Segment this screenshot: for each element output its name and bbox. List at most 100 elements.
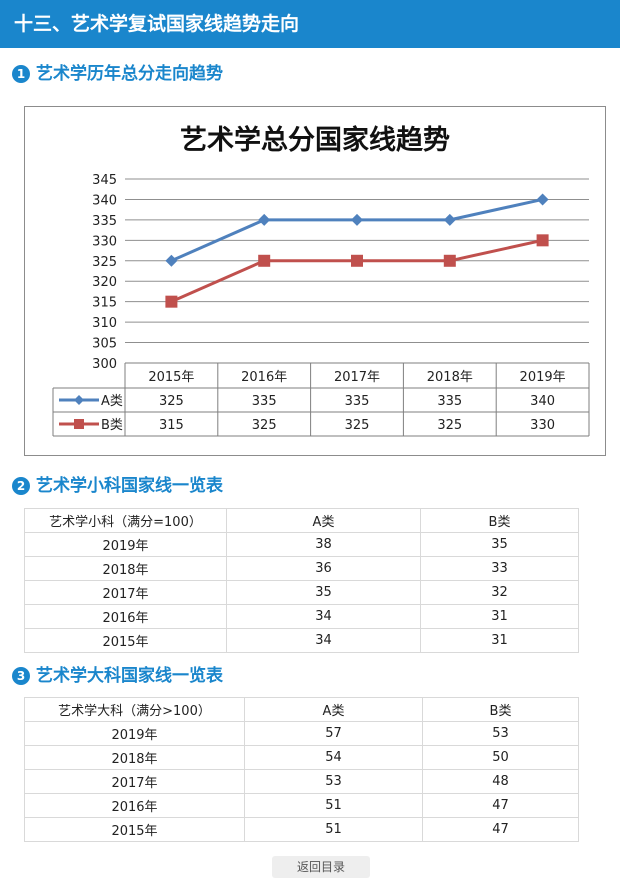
table-cell: 35 — [226, 580, 421, 605]
table-row: 2016年 34 31 — [24, 604, 579, 629]
table-cell: 35 — [420, 532, 579, 557]
x-tick-label: 2018年 — [427, 370, 473, 385]
x-tick-label: 2017年 — [334, 370, 380, 385]
data-point — [165, 295, 178, 308]
y-tick-label: 345 — [92, 173, 117, 188]
column-header: 艺术学大科（满分>100） — [24, 697, 245, 722]
table-cell: 57 — [244, 721, 423, 746]
y-tick-label: 325 — [92, 255, 117, 270]
series-line-b — [170, 238, 543, 304]
chart-title: 艺术学总分国家线趋势 — [180, 124, 450, 156]
table-header-row: 艺术学小科（满分=100） A类 B类 — [24, 508, 579, 533]
table-cell: 48 — [422, 769, 579, 794]
table-cell: 53 — [422, 721, 579, 746]
table-row: 2017年 35 32 — [24, 580, 579, 605]
column-header: B类 — [422, 697, 579, 722]
data-table-value: 325 — [345, 418, 370, 433]
data-table-value: 335 — [437, 394, 462, 409]
table-cell: 2018年 — [24, 556, 227, 581]
section-title: 艺术学历年总分走向趋势 — [36, 64, 223, 84]
y-tick-label: 315 — [92, 296, 117, 311]
table-cell: 2016年 — [24, 793, 245, 818]
table-cell: 32 — [420, 580, 579, 605]
section-number-badge: 2 — [12, 477, 30, 495]
table-row: 2019年 38 35 — [24, 532, 579, 557]
y-tick-label: 305 — [92, 337, 117, 352]
section-number-badge: 3 — [12, 667, 30, 685]
column-header: 艺术学小科（满分=100） — [24, 508, 227, 533]
y-tick-label: 340 — [92, 193, 117, 208]
data-point — [258, 254, 271, 267]
x-tick-label: 2019年 — [520, 370, 566, 385]
data-point — [351, 213, 363, 226]
column-header: A类 — [226, 508, 421, 533]
table-row: 2016年 51 47 — [24, 793, 579, 818]
table-cell: 50 — [422, 745, 579, 770]
table-cell: 31 — [420, 628, 579, 653]
chart-svg: 艺术学总分国家线趋势 300 305 310 315 320 325 330 335 340 34… — [52, 124, 590, 437]
table-cell: 2018年 — [24, 745, 245, 770]
data-table-value: 325 — [437, 418, 462, 433]
section-number-badge: 1 — [12, 65, 30, 83]
table-cell: 2016年 — [24, 604, 227, 629]
table-cell: 51 — [244, 817, 423, 842]
table-cell: 34 — [226, 604, 421, 629]
table-cell: 51 — [244, 793, 423, 818]
x-tick-label: 2016年 — [241, 370, 287, 385]
table-cell: 34 — [226, 628, 421, 653]
table-cell: 47 — [422, 817, 579, 842]
y-tick-label: 320 — [92, 275, 117, 290]
data-table-value: 335 — [345, 394, 370, 409]
data-point — [443, 254, 456, 267]
section-title: 艺术学小科国家线一览表 — [36, 476, 223, 496]
legend-marker — [74, 395, 84, 405]
table-row: 2018年 54 50 — [24, 745, 579, 770]
line-chart: 艺术学总分国家线趋势 300 305 310 315 320 325 330 335 340 34… — [24, 106, 606, 456]
table-row: 2019年 57 53 — [24, 721, 579, 746]
table-header-row: 艺术学大科（满分>100） A类 B类 — [24, 697, 579, 722]
table-cell: 47 — [422, 793, 579, 818]
table-cell: 53 — [244, 769, 423, 794]
table-cell: 54 — [244, 745, 423, 770]
column-header: B类 — [420, 508, 579, 533]
table-row: 2017年 53 48 — [24, 769, 579, 794]
legend-label: B类 — [101, 418, 123, 433]
data-point — [536, 234, 549, 247]
table-cell: 33 — [420, 556, 579, 581]
section-title: 艺术学大科国家线一览表 — [36, 666, 223, 686]
page-title: 十三、艺术学复试国家线趋势走向 — [14, 13, 300, 35]
y-tick-label: 330 — [92, 234, 117, 249]
table-cell: 2015年 — [24, 817, 245, 842]
data-table-value: 335 — [252, 394, 277, 409]
data-table-value: 325 — [252, 418, 277, 433]
table-cell: 2015年 — [24, 628, 227, 653]
y-tick-label: 310 — [92, 316, 117, 331]
table-cell: 31 — [420, 604, 579, 629]
small-subject-table: 艺术学小科（满分=100） A类 B类 2019年 38 35 2018年 36 33 2017年… — [24, 508, 579, 653]
table-row: 2018年 36 33 — [24, 556, 579, 581]
table-row: 2015年 34 31 — [24, 628, 579, 653]
data-point — [443, 213, 456, 226]
legend-label: A类 — [101, 394, 123, 409]
table-cell: 2017年 — [24, 769, 245, 794]
data-point — [258, 213, 271, 226]
y-tick-label: 300 — [92, 357, 117, 372]
table-cell: 2019年 — [24, 532, 227, 557]
data-point — [165, 254, 178, 267]
table-cell: 36 — [226, 556, 421, 581]
table-cell: 2019年 — [24, 721, 245, 746]
legend-marker — [74, 419, 84, 429]
x-tick-label: 2015年 — [148, 370, 194, 385]
data-table-value: 315 — [159, 418, 184, 433]
y-tick-label: 335 — [92, 214, 117, 229]
page-header: 十三、艺术学复试国家线趋势走向 — [0, 0, 620, 48]
data-table-value: 325 — [159, 394, 184, 409]
data-point — [536, 193, 549, 206]
data-table-value: 340 — [530, 394, 555, 409]
table-row: 2015年 51 47 — [24, 817, 579, 842]
table-cell: 2017年 — [24, 580, 227, 605]
back-to-contents-button[interactable]: 返回目录 — [272, 856, 370, 878]
large-subject-table: 艺术学大科（满分>100） A类 B类 2019年 57 53 2018年 54 50 2017年… — [24, 697, 579, 842]
column-header: A类 — [244, 697, 423, 722]
table-cell: 38 — [226, 532, 421, 557]
